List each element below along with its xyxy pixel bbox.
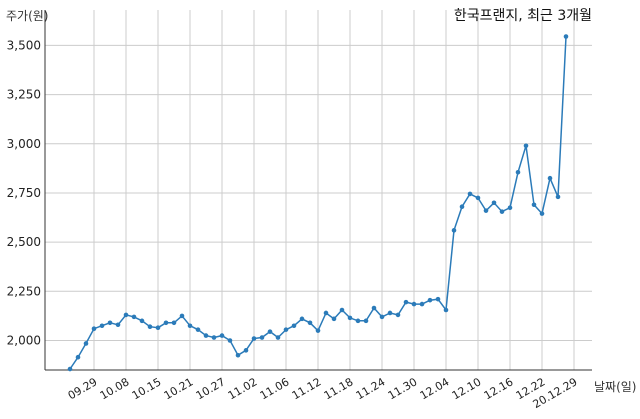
data-point	[563, 34, 569, 39]
x-tick-label: 11.06	[258, 375, 292, 402]
data-point	[387, 310, 393, 316]
data-point	[75, 354, 81, 360]
y-tick-label: 2,000	[7, 333, 41, 347]
y-axis-label: 주가(원)	[6, 9, 48, 23]
data-point	[507, 205, 513, 211]
data-point	[211, 335, 217, 340]
x-tick-label: 11.02	[226, 375, 260, 402]
data-point	[315, 328, 321, 333]
x-tick-label: 11.12	[290, 375, 324, 402]
data-point	[123, 312, 129, 318]
data-point	[227, 338, 233, 343]
x-tick-label: 09.29	[66, 375, 100, 402]
data-point	[251, 336, 257, 341]
data-point	[67, 366, 73, 372]
data-point	[187, 323, 193, 329]
grid-lines	[45, 10, 592, 370]
x-tick-label: 12.16	[482, 375, 516, 402]
y-tick-label: 2,750	[7, 186, 41, 200]
x-axis-label: 날짜(일)	[594, 380, 636, 394]
data-point	[403, 299, 409, 305]
data-point	[467, 191, 473, 197]
x-tick-label: 12.10	[450, 375, 484, 402]
data-point	[547, 175, 553, 181]
data-point	[131, 314, 137, 320]
x-tick-labels: 09.2910.0810.1510.2110.2711.0211.0611.12…	[66, 375, 580, 411]
x-tick-label: 12.04	[418, 375, 452, 402]
data-point	[515, 169, 521, 175]
data-point	[267, 329, 273, 334]
data-point	[443, 307, 449, 313]
data-point	[299, 316, 305, 322]
data-point	[451, 228, 457, 233]
x-tick-label: 11.18	[322, 375, 356, 402]
data-point	[147, 324, 153, 330]
data-point	[219, 333, 225, 338]
data-point	[323, 310, 329, 316]
data-point	[499, 209, 505, 214]
data-point	[83, 341, 89, 346]
x-tick-label: 10.08	[98, 375, 132, 402]
data-point	[107, 320, 113, 326]
data-point	[419, 301, 425, 307]
data-point	[395, 312, 401, 318]
data-point	[139, 318, 145, 324]
data-point	[203, 333, 209, 338]
data-point	[99, 323, 105, 329]
data-point	[435, 296, 441, 302]
data-point	[531, 202, 537, 208]
data-point	[243, 348, 249, 353]
y-tick-label: 3,250	[7, 88, 41, 102]
data-point	[163, 320, 169, 326]
data-point	[555, 194, 561, 200]
x-tick-label: 10.21	[162, 375, 196, 402]
data-point	[291, 323, 297, 329]
data-point	[475, 195, 481, 201]
data-point	[91, 326, 97, 331]
y-tick-label: 3,500	[7, 38, 41, 52]
y-tick-label: 2,500	[7, 235, 41, 249]
price-series-points	[67, 34, 569, 372]
data-point	[523, 143, 529, 149]
data-point	[235, 352, 241, 358]
data-point	[363, 318, 369, 324]
data-point	[115, 322, 121, 328]
data-point	[283, 327, 289, 332]
data-point	[483, 208, 489, 213]
x-tick-label: 10.27	[194, 375, 228, 402]
data-point	[491, 200, 497, 206]
data-point	[411, 301, 417, 307]
data-point	[307, 320, 313, 326]
data-point	[355, 318, 361, 324]
data-point	[259, 335, 265, 340]
data-point	[427, 297, 433, 303]
x-tick-label: 11.30	[386, 375, 420, 402]
axes	[44, 10, 592, 371]
x-tick-label: 10.15	[130, 375, 164, 402]
y-tick-label: 2,250	[7, 284, 41, 298]
data-point	[179, 313, 185, 319]
y-tick-label: 3,000	[7, 137, 41, 151]
data-point	[331, 316, 337, 322]
data-point	[171, 320, 177, 326]
x-tick-label: 11.24	[354, 375, 388, 402]
data-point	[539, 211, 545, 216]
data-point	[275, 335, 281, 340]
data-point	[459, 204, 465, 210]
data-point	[371, 305, 377, 311]
data-point	[379, 314, 385, 320]
data-point	[155, 325, 161, 331]
y-tick-labels: 2,000 2,250 2,500 2,750 3,000 3,250 3,500	[7, 38, 41, 347]
data-point	[347, 315, 353, 321]
data-point	[339, 307, 345, 313]
data-point	[195, 327, 201, 332]
chart-title: 한국프랜지, 최근 3개월	[454, 8, 592, 24]
